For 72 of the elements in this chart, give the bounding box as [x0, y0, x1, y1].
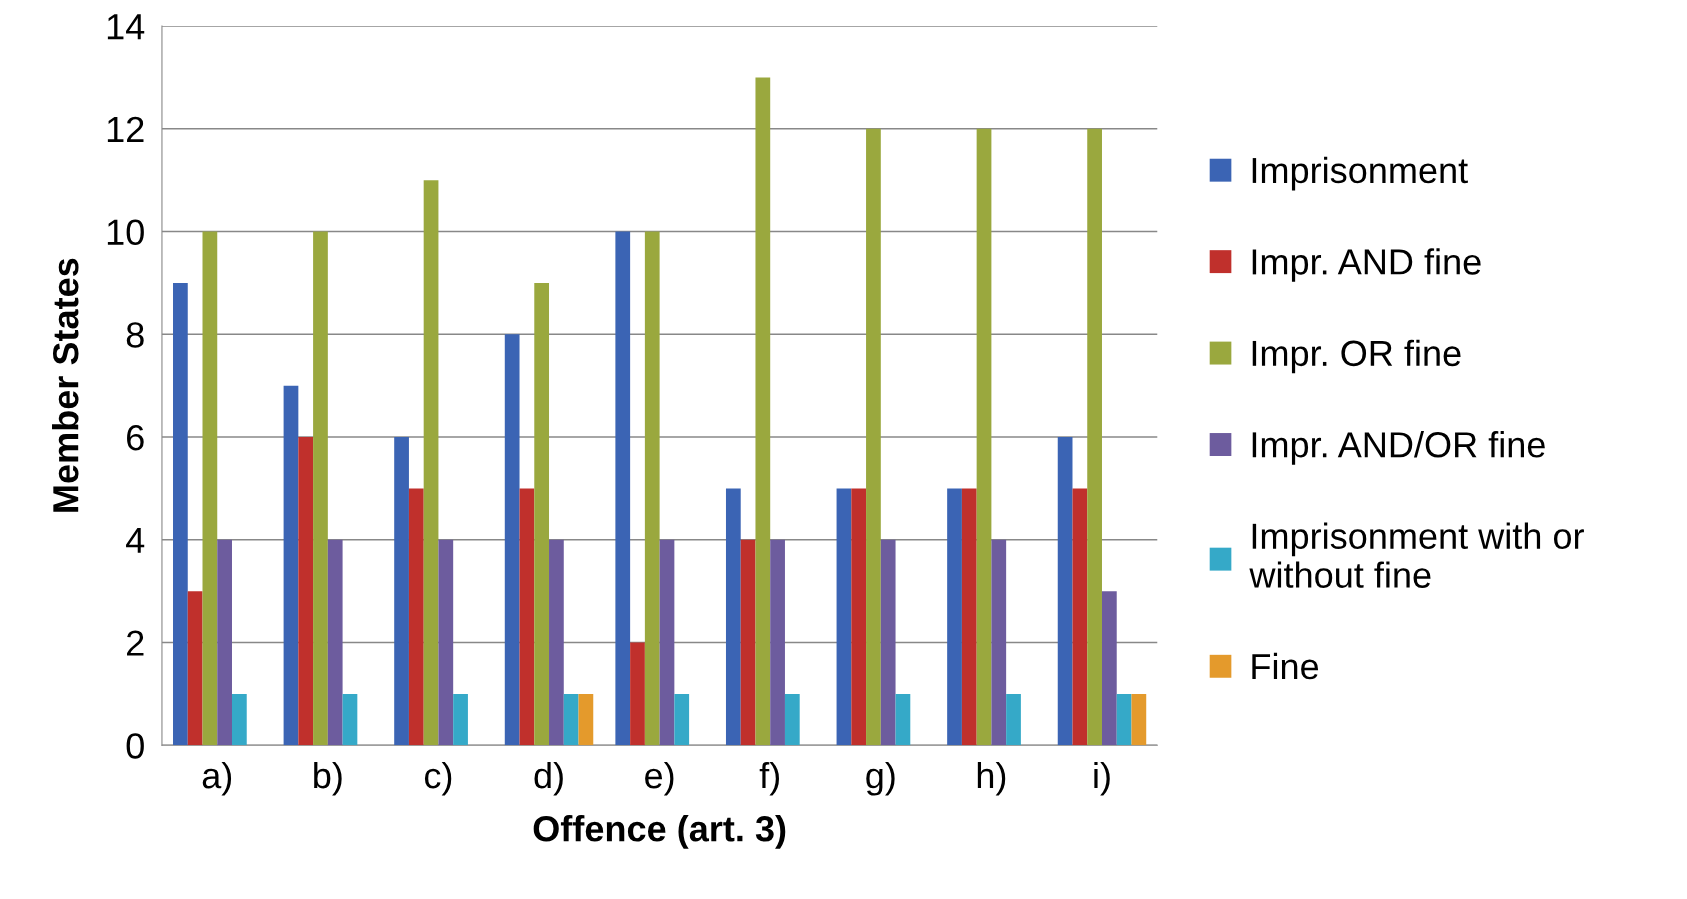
x-tick-label: d) [534, 761, 563, 796]
bar [342, 693, 358, 746]
bar [991, 539, 1007, 746]
bar [549, 539, 564, 746]
bar [615, 231, 631, 746]
bar [453, 693, 468, 746]
bar [836, 488, 852, 746]
bar [578, 693, 594, 746]
bar [784, 693, 800, 746]
y-tick-label: 0 [126, 733, 144, 759]
bar [947, 488, 962, 746]
y-tick-label: 14 [107, 14, 145, 40]
x-tick-label: h) [977, 761, 1006, 796]
bar [895, 693, 911, 746]
bar [283, 385, 299, 746]
bar [851, 488, 867, 746]
bar [1006, 693, 1021, 746]
x-tick-label: i) [1094, 761, 1110, 796]
bar [173, 282, 188, 746]
y-tick-label: 10 [107, 219, 144, 245]
y-tick-label: 8 [126, 322, 144, 348]
bar [519, 488, 535, 746]
bar [313, 231, 328, 746]
x-tick-label: c) [424, 761, 452, 796]
x-tick-label: f) [759, 761, 779, 796]
legend-label: Impr. OR fine [1252, 339, 1461, 374]
bar [217, 539, 232, 746]
bar [394, 437, 409, 746]
y-tick-label: 12 [107, 116, 144, 142]
bar [630, 642, 645, 746]
bar [659, 539, 675, 746]
y-tick-label: 2 [127, 630, 144, 656]
bar [1072, 488, 1088, 746]
bar [408, 488, 424, 746]
bar [438, 539, 454, 746]
bar [327, 539, 343, 746]
bar [725, 488, 741, 746]
y-tick-label: 4 [126, 528, 145, 553]
bar [504, 334, 520, 746]
bar [563, 693, 579, 746]
bar [534, 282, 550, 746]
bar [231, 693, 247, 746]
x-tick-label: a) [202, 761, 232, 796]
bar [674, 693, 690, 746]
bar [202, 231, 218, 746]
bar [976, 128, 992, 746]
y-axis-title: Member States [52, 258, 79, 512]
bar [740, 539, 756, 746]
y-tick-label: 6 [127, 424, 144, 451]
bar [298, 437, 314, 746]
bar [1057, 437, 1073, 746]
bar [755, 77, 771, 746]
legend-label: Impr. AND fine [1252, 248, 1481, 282]
bar [770, 539, 785, 746]
bar [644, 231, 660, 746]
bar [1087, 128, 1102, 746]
legend-label: Imprisonment [1252, 156, 1468, 191]
bar [866, 128, 881, 746]
bar [1116, 693, 1132, 746]
legend-label: Fine [1252, 652, 1319, 680]
legend-label: Imprisonment with or without fine [1249, 522, 1584, 588]
legend-label: Impr. AND/OR fine [1252, 431, 1545, 465]
x-tick-label: g) [866, 761, 895, 796]
x-tick-label: b) [314, 761, 342, 796]
x-tick-label: e) [645, 761, 674, 796]
bar [423, 180, 439, 746]
bar [1101, 591, 1117, 746]
bar [187, 591, 203, 746]
bar [1131, 693, 1147, 746]
x-axis-title: Offence (art. 3) [533, 815, 786, 849]
bar [961, 488, 977, 746]
bar [880, 539, 896, 746]
